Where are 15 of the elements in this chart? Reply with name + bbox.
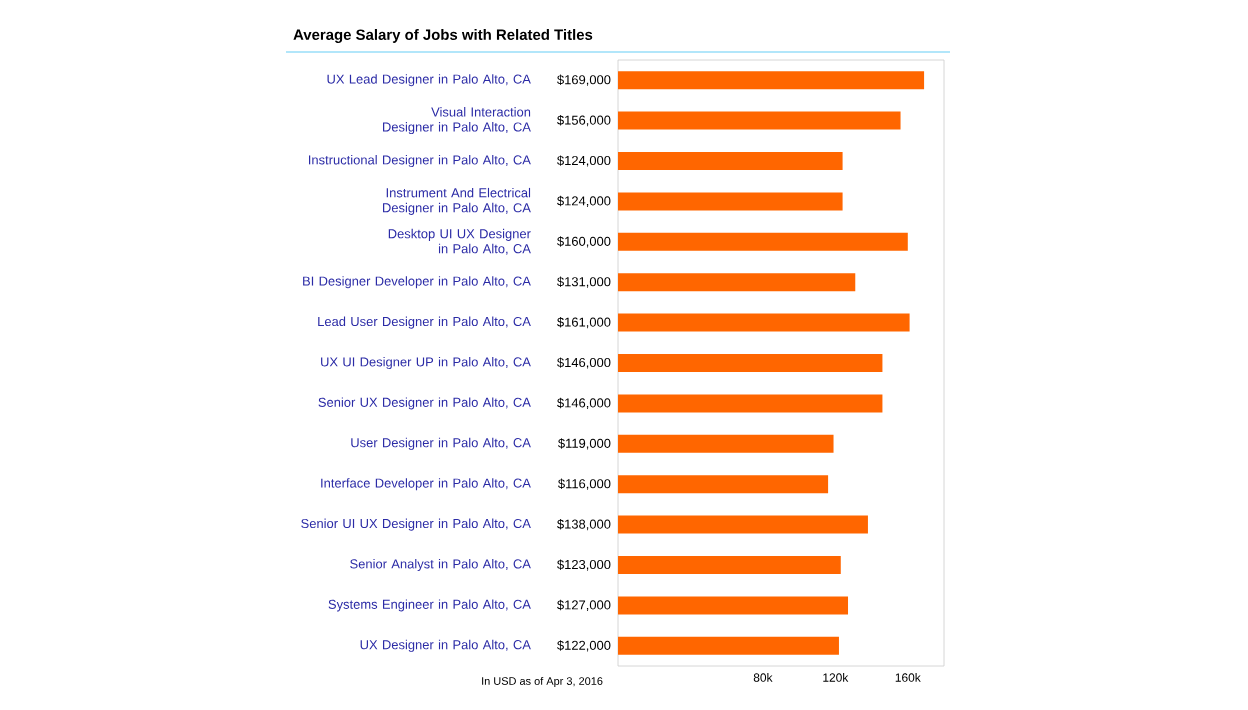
- bar: [618, 636, 839, 655]
- bar: [618, 354, 883, 372]
- bar: [618, 111, 901, 130]
- bar: [618, 232, 908, 251]
- bar: [618, 515, 868, 534]
- bar: [618, 152, 843, 170]
- bar: [618, 596, 849, 615]
- bar: [618, 313, 910, 332]
- bar: [618, 556, 841, 575]
- bar: [618, 394, 883, 413]
- bar: [618, 434, 834, 453]
- bar: [618, 475, 829, 494]
- bar: [618, 273, 856, 292]
- bar: [618, 71, 925, 90]
- bar: [618, 192, 843, 211]
